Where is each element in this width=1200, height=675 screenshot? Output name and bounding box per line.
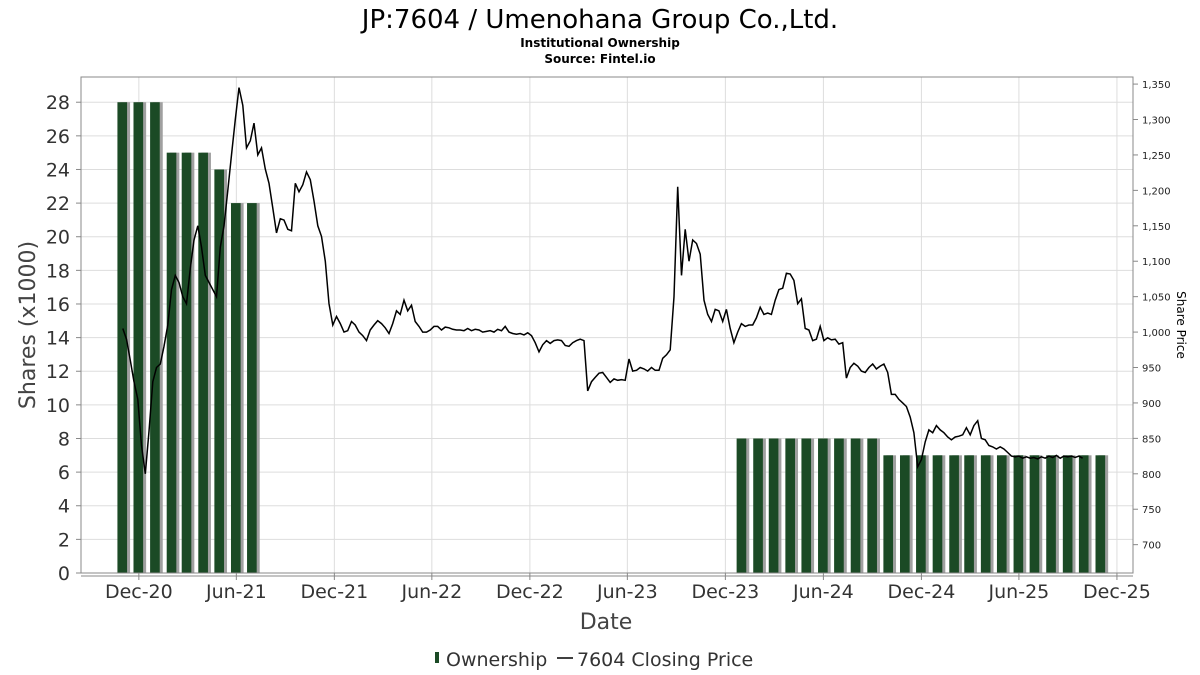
legend-ownership-label: Ownership (446, 649, 547, 671)
ownership-bar (1062, 455, 1073, 573)
x-tick-label: Jun-25 (988, 581, 1050, 603)
x-axis-label: Date (580, 610, 633, 635)
y-right-tick-label: 1,300 (1142, 116, 1171, 127)
y-tick-label: 22 (46, 193, 70, 215)
y-right-tick-label: 1,250 (1142, 151, 1171, 162)
y-axis-right: 700 750 800 850 900 950 1,000 1,050 1,100 1,150 1,… (1133, 80, 1171, 552)
x-tick-label: Dec-21 (300, 581, 368, 603)
y-right-tick-label: 1,350 (1142, 80, 1171, 91)
y-tick-label: 28 (46, 92, 70, 114)
y-tick-label: 0 (58, 563, 70, 585)
legend-price-label: 7604 Closing Price (577, 649, 753, 671)
ownership-bar (980, 455, 991, 573)
ownership-bar (996, 455, 1007, 573)
x-tick-label: Jun-22 (400, 581, 462, 603)
ownership-bar (166, 152, 177, 573)
ownership-bar (801, 438, 812, 573)
plot-frame (80, 76, 1134, 574)
x-tick-label: Dec-23 (691, 581, 759, 603)
ownership-bar (1046, 455, 1056, 573)
ownership-bar (834, 438, 844, 573)
y-tick-label: 2 (58, 529, 70, 551)
y-tick-label: 6 (58, 462, 70, 484)
ownership-bar (899, 455, 910, 573)
legend: Ownership 7604 Closing Price (435, 649, 753, 671)
y-tick-label: 24 (46, 159, 70, 181)
ownership-bar (1078, 455, 1089, 573)
x-tick-label: Jun-21 (205, 581, 267, 603)
legend-ownership-swatch (435, 652, 439, 663)
ownership-bar (850, 438, 861, 573)
ownership-bar (768, 438, 779, 573)
y-right-tick-label: 900 (1142, 399, 1161, 410)
y-right-tick-label: 1,150 (1142, 222, 1171, 233)
ownership-bar (736, 438, 747, 573)
chart-subtitle: Institutional Ownership (520, 36, 680, 50)
y-right-tick-label: 1,000 (1142, 328, 1171, 339)
ownership-bar (949, 455, 959, 573)
y-tick-label: 18 (46, 260, 70, 282)
ownership-bar (230, 203, 241, 574)
chart-title: JP:7604 / Umenohana Group Co.,Ltd. (360, 5, 838, 35)
ownership-bar (785, 438, 796, 573)
ownership-bar (150, 102, 160, 573)
ownership-bar (867, 438, 877, 573)
y-right-tick-label: 1,050 (1142, 293, 1171, 304)
ownership-bar (964, 455, 974, 573)
y-tick-label: 20 (46, 227, 70, 249)
x-tick-label: Dec-24 (888, 581, 956, 603)
chart-source: Source: Fintel.io (544, 52, 655, 66)
ownership-bar (214, 169, 225, 573)
y-axis-right-label: Share Price (1174, 291, 1188, 359)
ownership-bar (1029, 455, 1040, 573)
y-right-tick-label: 950 (1142, 364, 1161, 375)
x-tick-label: Dec-22 (496, 581, 564, 603)
x-tick-label: Dec-20 (105, 581, 173, 603)
ownership-bar (198, 152, 208, 573)
y-right-tick-label: 850 (1142, 434, 1161, 445)
y-tick-label: 26 (46, 126, 70, 148)
ownership-bar (181, 152, 192, 573)
x-tick-label: Jun-24 (792, 581, 854, 603)
ownership-bar (247, 203, 257, 574)
y-tick-label: 12 (46, 361, 70, 383)
ownership-bar (916, 455, 926, 573)
y-right-tick-label: 750 (1142, 505, 1161, 516)
ownership-bar (133, 102, 144, 573)
ownership-bar (1095, 455, 1106, 573)
price-line (122, 87, 1083, 474)
y-right-tick-label: 800 (1142, 470, 1161, 481)
y-right-tick-label: 1,200 (1142, 186, 1171, 197)
ownership-bar (932, 455, 943, 573)
y-tick-label: 10 (46, 395, 70, 417)
y-tick-label: 8 (58, 428, 70, 450)
ownership-bar (1013, 455, 1024, 573)
y-right-tick-label: 1,100 (1142, 257, 1171, 268)
x-tick-label: Jun-23 (596, 581, 658, 603)
ownership-bar (818, 438, 828, 573)
y-tick-label: 14 (46, 328, 70, 350)
y-tick-label: 16 (46, 294, 70, 316)
ownership-bar (753, 438, 763, 573)
y-tick-label: 4 (58, 496, 70, 518)
ownership-bar (883, 455, 894, 573)
ownership-bar (117, 102, 128, 573)
y-right-tick-label: 700 (1142, 541, 1161, 552)
y-axis-label: Shares (x1000) (16, 241, 41, 409)
x-axis: Dec-20 Jun-21 Dec-21 Jun-22 Dec-22 Jun-23 Dec-… (105, 573, 1151, 603)
x-tick-label: Dec-25 (1083, 581, 1151, 603)
